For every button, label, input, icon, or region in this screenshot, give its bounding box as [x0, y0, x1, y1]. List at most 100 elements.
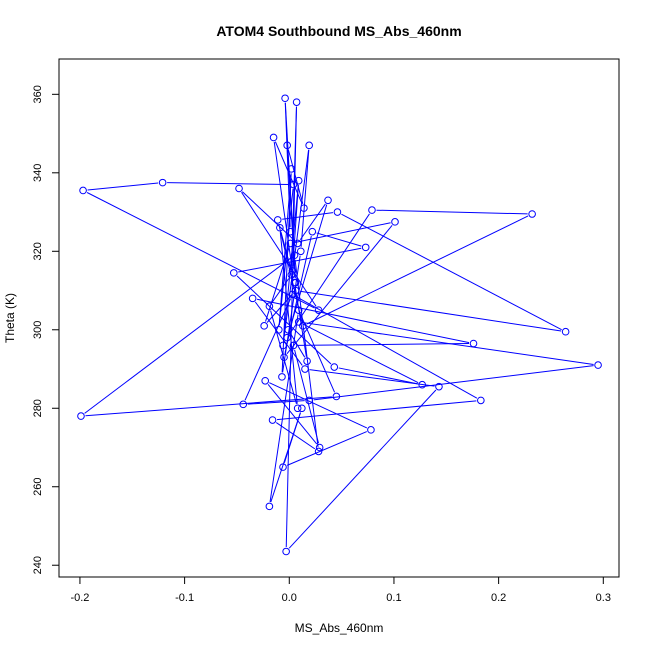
data-point	[287, 165, 296, 173]
data-point	[528, 210, 536, 218]
data-point	[79, 186, 87, 195]
series-segment	[254, 301, 303, 366]
data-point	[281, 94, 289, 103]
data-point	[299, 322, 307, 330]
data-point	[239, 400, 248, 409]
series-segment	[299, 203, 326, 241]
series-segment	[271, 278, 290, 303]
series-segment	[286, 431, 367, 466]
data-point	[293, 239, 302, 248]
data-point	[305, 141, 313, 150]
data-point	[292, 98, 301, 106]
series-segment	[306, 215, 529, 325]
data-point	[265, 502, 274, 511]
series-segment	[279, 232, 298, 404]
y-tick-label: 240	[32, 556, 44, 574]
series-segment	[269, 382, 368, 429]
series-segment	[287, 204, 328, 334]
data-point	[289, 180, 298, 189]
series-segment	[84, 257, 292, 414]
series-segment	[289, 213, 370, 335]
series-segment	[244, 298, 292, 401]
series-segment	[288, 389, 437, 549]
series-segment	[266, 293, 293, 323]
data-point	[391, 218, 399, 226]
series-segment	[300, 149, 310, 247]
plot-frame	[58, 58, 620, 578]
series-segment	[269, 314, 299, 502]
data-point	[279, 341, 287, 350]
data-point	[293, 404, 302, 413]
data-point	[469, 339, 478, 348]
data-point	[286, 227, 295, 236]
series-segment	[285, 106, 298, 548]
series-segment	[282, 185, 299, 342]
y-tick-label: 360	[32, 85, 44, 103]
series-segment	[273, 141, 293, 267]
data-point	[324, 196, 332, 205]
series-segment	[280, 231, 294, 279]
series-segment	[238, 247, 362, 273]
series-segment	[299, 290, 562, 332]
data-point	[330, 363, 339, 371]
data-point	[435, 382, 443, 391]
series-segment	[241, 191, 317, 307]
y-axis: 240 260 280 300 320 340 360	[32, 85, 60, 574]
data-point	[303, 357, 311, 365]
data-point	[305, 396, 313, 405]
series-segment	[291, 106, 297, 271]
chart-title: ATOM4 Southbound MS_Abs_460nm	[216, 23, 461, 39]
data-point	[280, 353, 288, 362]
data-point	[298, 404, 306, 413]
data-point	[294, 306, 303, 314]
series-segment	[85, 396, 332, 417]
data-point	[418, 380, 427, 389]
data-point	[260, 322, 268, 330]
data-point	[289, 341, 298, 350]
data-point	[367, 426, 375, 434]
data-point	[230, 269, 238, 277]
series-segment	[313, 365, 594, 401]
data-point	[265, 302, 274, 311]
data-point	[284, 325, 293, 334]
x-tick-label: 0.0	[282, 592, 297, 604]
data-point	[275, 325, 283, 334]
data-point	[248, 294, 257, 303]
data-point	[268, 416, 277, 424]
data-point	[290, 251, 299, 260]
y-tick-label: 340	[32, 164, 44, 182]
data-point	[290, 278, 299, 287]
data-point	[333, 208, 342, 216]
data-point	[276, 223, 284, 232]
x-tick-label: -0.1	[175, 592, 194, 604]
series-segment	[297, 343, 470, 346]
y-tick-label: 260	[32, 478, 44, 496]
series-segment	[376, 209, 528, 215]
series-layer	[77, 94, 602, 556]
series-segment	[86, 192, 315, 309]
data-point	[308, 227, 317, 236]
series-segment	[276, 400, 477, 421]
series-segment	[275, 422, 316, 450]
series-segment	[270, 310, 297, 405]
series-segment	[281, 173, 292, 373]
series-segment	[87, 182, 159, 191]
data-point	[158, 178, 167, 187]
y-axis-label: Theta (K)	[3, 293, 17, 343]
series-segment	[256, 298, 470, 344]
x-axis: -0.2 -0.1 0.0 0.1 0.2 0.3	[70, 576, 611, 604]
series-segment	[267, 383, 318, 445]
data-point	[283, 333, 291, 342]
series-segment	[167, 182, 289, 186]
series-segment	[294, 349, 320, 444]
data-point	[361, 243, 370, 252]
y-tick-label: 280	[32, 399, 44, 417]
data-point	[368, 206, 376, 214]
x-tick-label: 0.1	[386, 592, 401, 604]
data-point	[283, 141, 291, 150]
series-segment	[282, 212, 334, 220]
data-point	[301, 365, 309, 373]
series-segment	[294, 287, 307, 357]
data-point	[279, 463, 287, 471]
data-point	[594, 361, 602, 369]
